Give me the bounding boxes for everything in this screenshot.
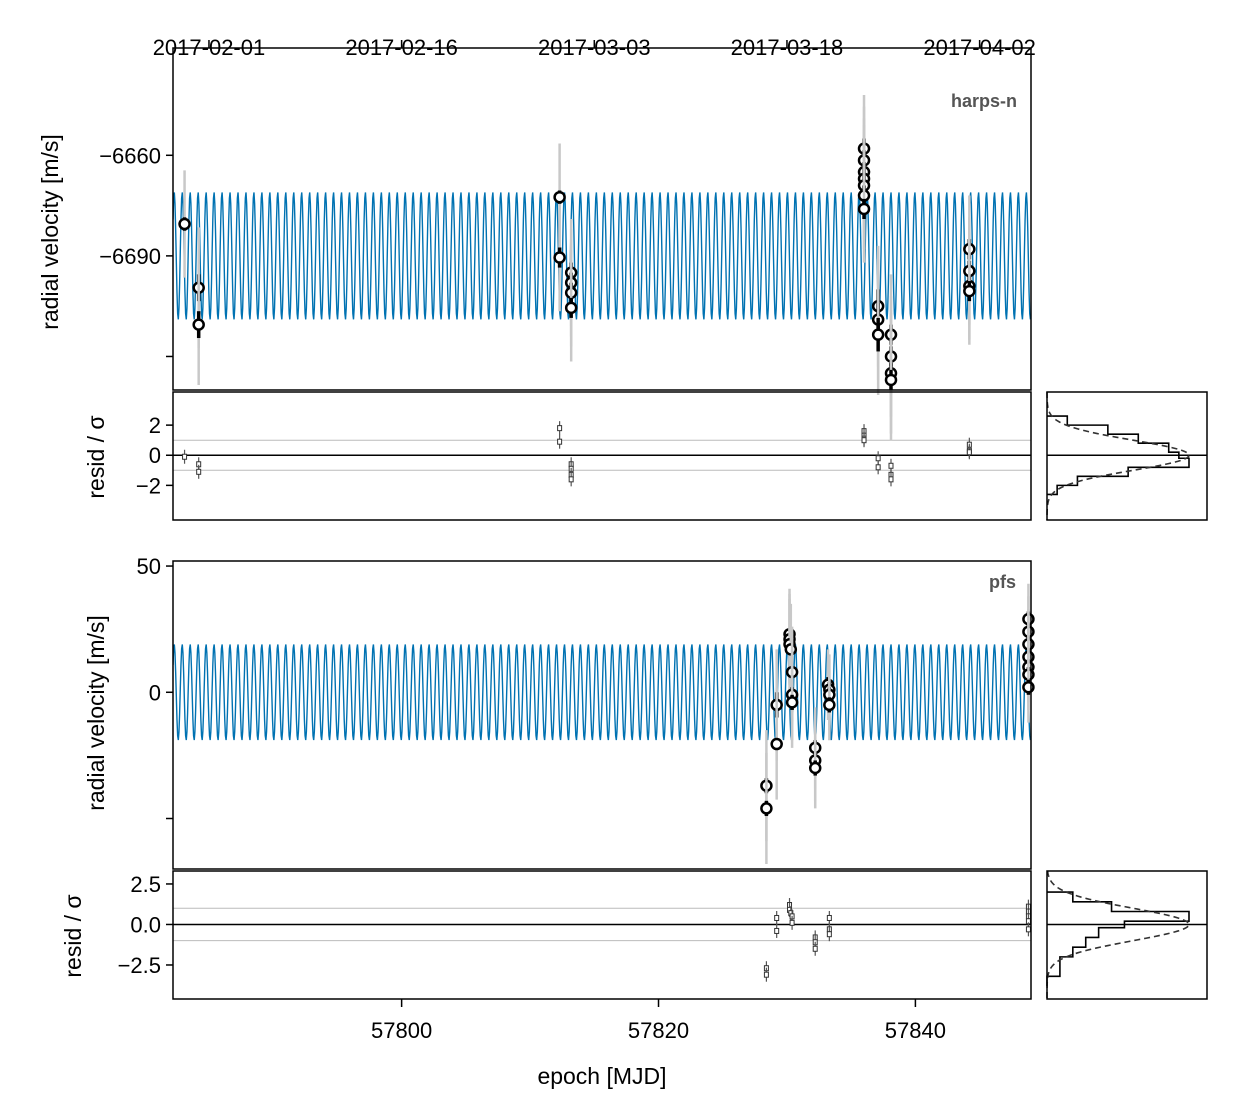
resid-point [861, 437, 867, 444]
data-point [553, 251, 566, 264]
data-point [1022, 680, 1035, 694]
resid-point [826, 931, 832, 938]
x-tick-label: 57820 [628, 1018, 689, 1043]
model-curve-pfs [173, 644, 1031, 741]
date-tick-label: 2017-03-18 [731, 35, 844, 60]
hist-panel-frame [1046, 391, 1208, 521]
date-tick-label: 2017-03-03 [538, 35, 651, 60]
date-tick-label: 2017-02-16 [345, 35, 458, 60]
instrument-label-harps: harps-n [951, 91, 1017, 111]
resid-point [875, 455, 881, 462]
resid-y-tick-label: 2 [149, 413, 161, 438]
resid-point [1025, 926, 1031, 933]
data-point [785, 696, 799, 709]
resid-y-tick-label: 2.5 [130, 872, 161, 897]
resid-point [182, 453, 188, 460]
rv-panel-frame [172, 47, 1032, 391]
date-tick-label: 2017-04-02 [923, 35, 1036, 60]
resid-point [875, 464, 881, 471]
resid-point [196, 468, 202, 475]
resid-histogram [1046, 891, 1190, 987]
resid-y-tick-label: 0 [149, 443, 161, 468]
gaussian-curve [1046, 870, 1190, 999]
resid-point [774, 927, 780, 934]
x-axis-label: epoch [MJD] [537, 1063, 666, 1089]
data-point [808, 761, 822, 775]
resid-y-tick-label: −2 [136, 473, 161, 498]
resid-ylabel-pfs: resid / σ [60, 894, 86, 977]
resid-point [812, 945, 818, 952]
resid-point [966, 449, 972, 456]
data-point [823, 698, 836, 712]
model-curve-harps-n [173, 192, 1031, 320]
resid-y-tick-label: −2.5 [118, 953, 161, 978]
data-point [784, 643, 798, 656]
resid-histogram [1047, 415, 1190, 496]
resid-panel-frame [172, 870, 1032, 1000]
x-tick-label: 57840 [885, 1018, 946, 1043]
rv-y-tick-label: −6660 [99, 143, 161, 168]
resid-point [557, 425, 563, 432]
frames-layer [166, 40, 1208, 1007]
data-point [564, 301, 578, 315]
resid-point [568, 476, 574, 483]
rv-y-tick-label: 50 [137, 554, 161, 579]
instrument-label-pfs: pfs [989, 572, 1016, 592]
data-point [553, 190, 566, 204]
resid-point [888, 476, 894, 483]
data-point [760, 802, 773, 815]
reference-lines-layer [173, 439, 1207, 942]
data-point [857, 202, 871, 216]
resid-point [763, 971, 769, 978]
resid-panel-frame [172, 391, 1032, 521]
resid-y-tick-label: 0.0 [130, 912, 161, 937]
x-tick-label: 57800 [371, 1018, 432, 1043]
rv-y-tick-label: 0 [149, 680, 161, 705]
rv-ylabel-harps: radial velocity [m/s] [37, 134, 63, 330]
resid-point [774, 914, 780, 921]
data-layer [178, 94, 1190, 999]
rv-panel-frame [172, 560, 1032, 870]
hist-panel-frame [1046, 870, 1208, 1000]
rv-ylabel-pfs: radial velocity [m/s] [83, 615, 109, 811]
resid-point [557, 438, 563, 445]
data-point [192, 318, 205, 331]
resid-point [888, 462, 894, 469]
gaussian-curve [1046, 391, 1190, 521]
data-point [770, 737, 783, 751]
model-layer [173, 192, 1031, 741]
resid-ylabel-harps: resid / σ [83, 415, 109, 498]
data-point [884, 373, 898, 387]
data-point [178, 217, 191, 231]
data-point [963, 284, 976, 298]
resid-point [826, 914, 832, 921]
labels-layer: 2017-02-01 2017-02-16 2017-03-03 2017-03-18… [99, 35, 1036, 1043]
data-point [871, 328, 885, 341]
resid-point [789, 919, 795, 926]
date-tick-label: 2017-02-01 [153, 35, 266, 60]
rv-y-tick-label: −6690 [99, 244, 161, 269]
